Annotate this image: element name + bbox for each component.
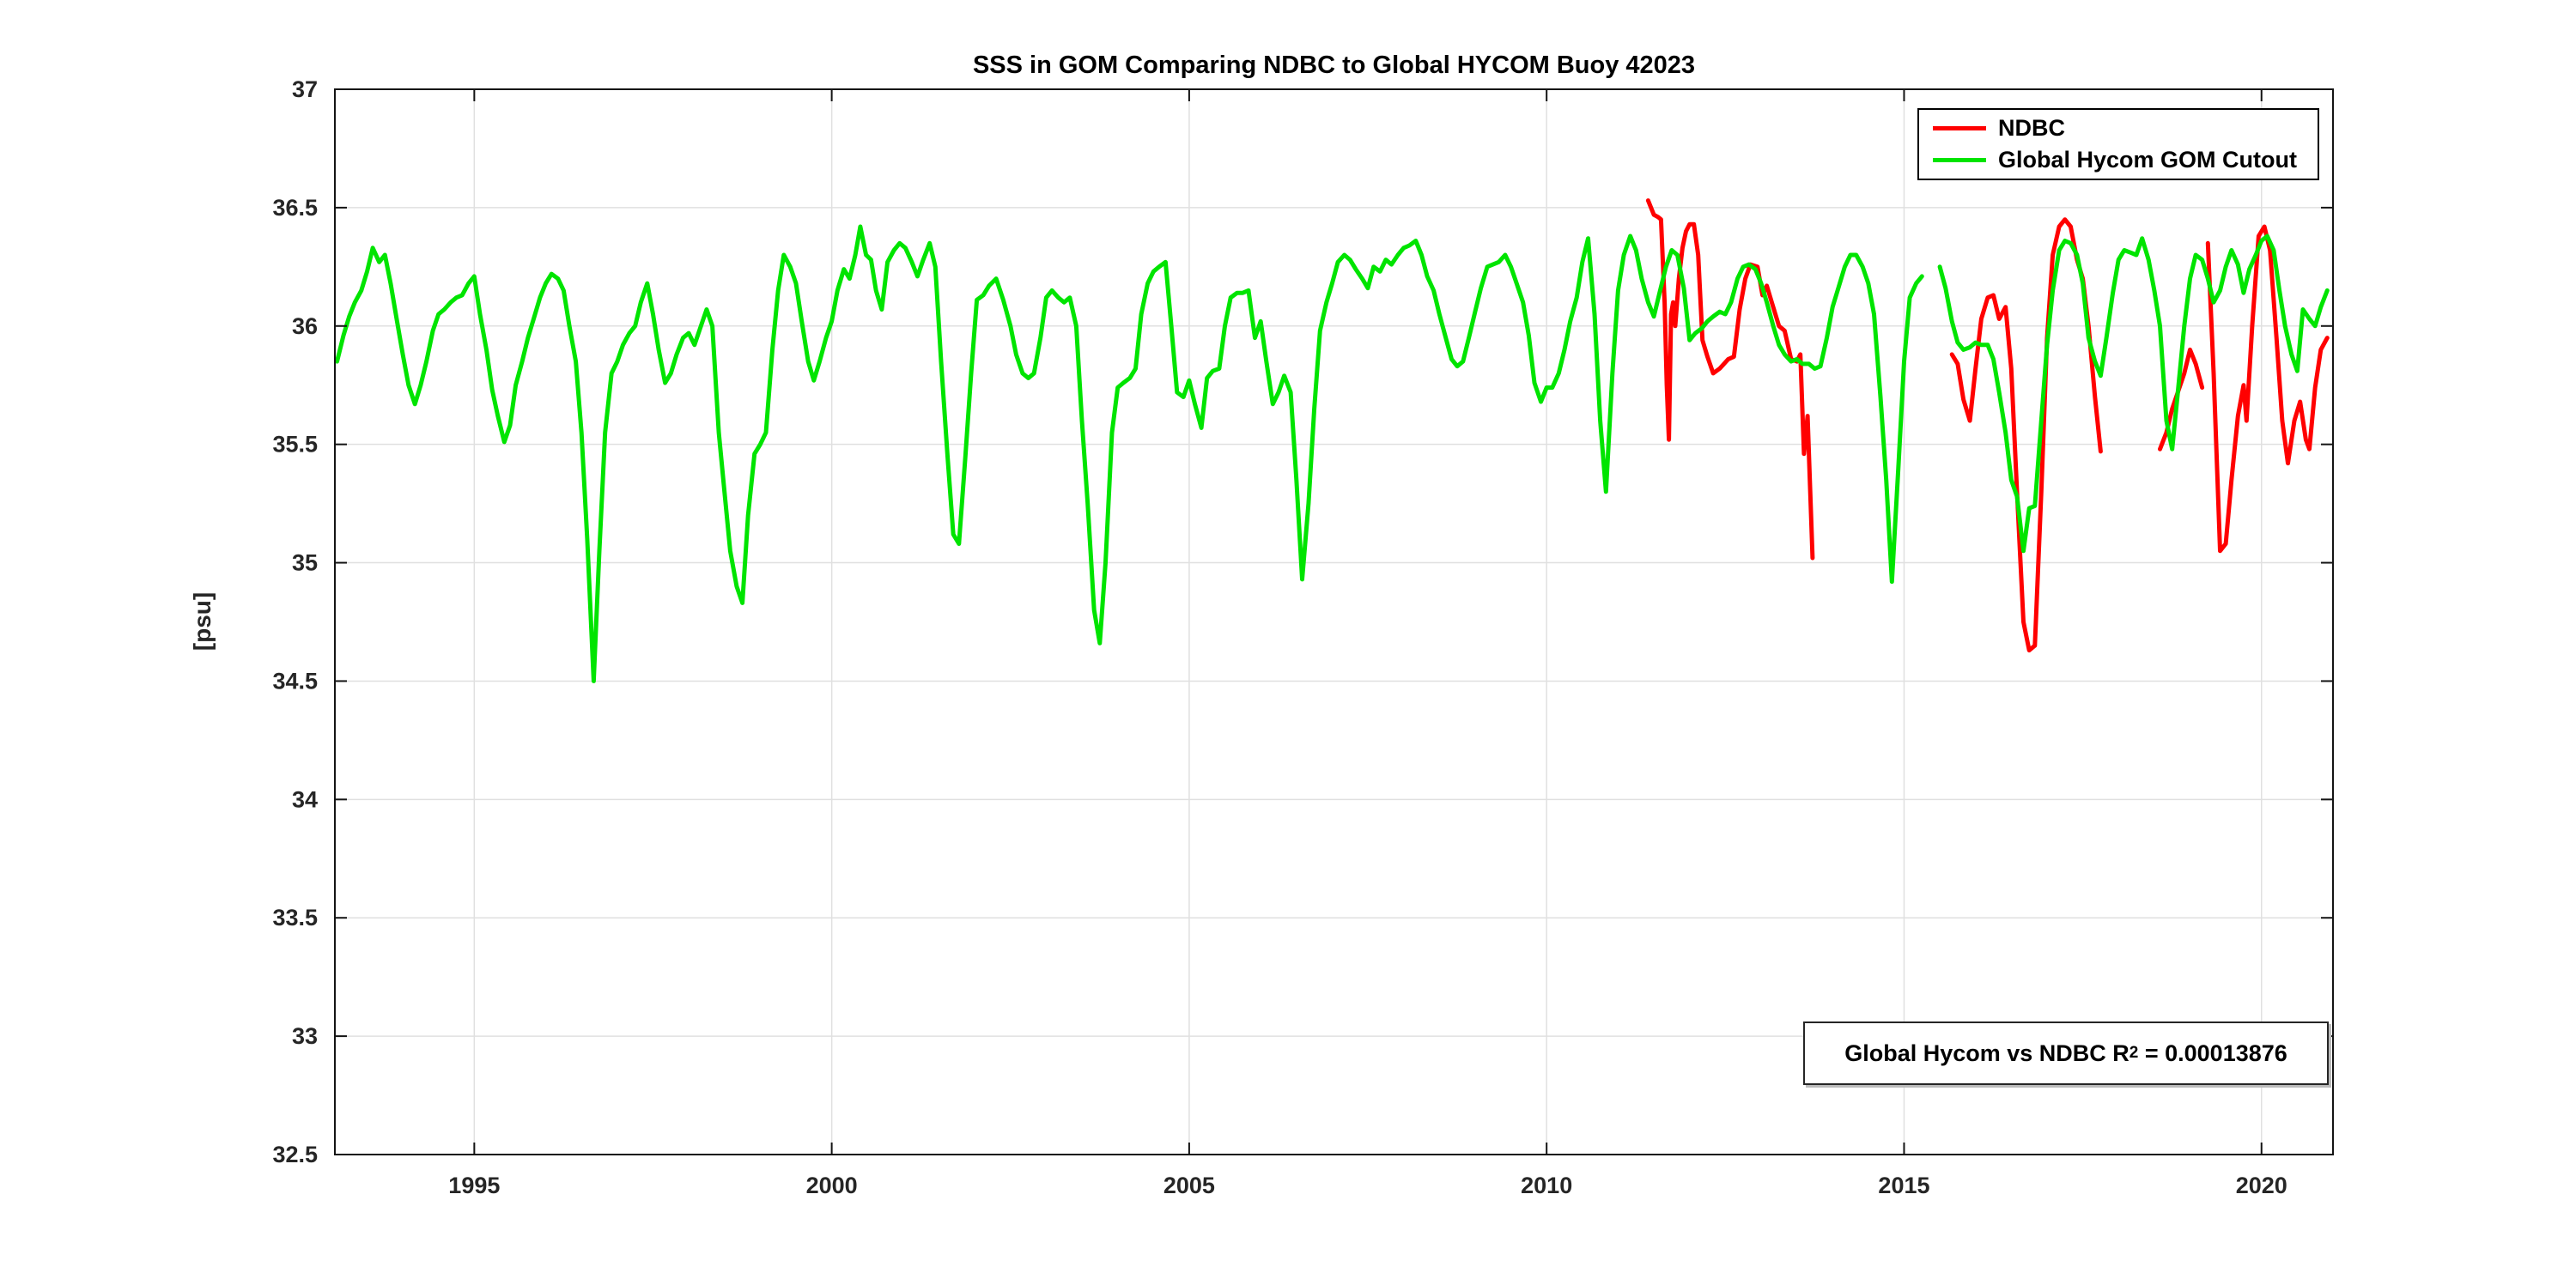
y-tick-label: 35.5	[272, 432, 318, 458]
ndbc-line-swatch	[1933, 126, 1986, 130]
x-tick-label: 2015	[1878, 1173, 1929, 1198]
y-tick-label: 37	[292, 76, 318, 102]
series-line-ndbc	[1645, 198, 1815, 561]
legend-item-ndbc: NDBC	[1919, 115, 2318, 142]
legend-label-hycom: Global Hycom GOM Cutout	[1998, 147, 2297, 173]
legend-item-hycom: Global Hycom GOM Cutout	[1919, 147, 2318, 173]
y-tick-label: 33	[292, 1023, 318, 1049]
series-line-global-hycom-gom-cutout	[1937, 233, 2330, 554]
x-tick-label: 2005	[1163, 1173, 1215, 1198]
series-line-global-hycom-gom-cutout	[335, 224, 1924, 683]
x-tick-label: 2020	[2236, 1173, 2287, 1198]
y-tick-label: 33.5	[272, 905, 318, 931]
x-tick-label: 2010	[1521, 1173, 1572, 1198]
chart-title: SSS in GOM Comparing NDBC to Global HYCO…	[972, 52, 1696, 79]
y-tick-label: 36.5	[272, 195, 318, 221]
y-tick-label: 35	[292, 550, 318, 576]
y-axis-label: [psu]	[189, 591, 216, 652]
y-tick-label: 32.5	[272, 1142, 318, 1167]
axes-box	[334, 88, 2334, 1155]
hycom-line-swatch	[1933, 158, 1986, 162]
legend-label-ndbc: NDBC	[1998, 115, 2065, 141]
series-line-ndbc	[1949, 217, 2103, 653]
x-tick-label: 1995	[448, 1173, 500, 1198]
annotation-suffix: = 0.00013876	[2138, 1040, 2287, 1066]
annotation-prefix: Global Hycom vs NDBC R	[1844, 1040, 2129, 1066]
y-tick-label: 34	[292, 786, 318, 812]
y-tick-label: 36	[292, 313, 318, 339]
legend: NDBC Global Hycom GOM Cutout	[1917, 108, 2319, 180]
x-tick-label: 2000	[806, 1173, 858, 1198]
y-tick-label: 34.5	[272, 668, 318, 694]
